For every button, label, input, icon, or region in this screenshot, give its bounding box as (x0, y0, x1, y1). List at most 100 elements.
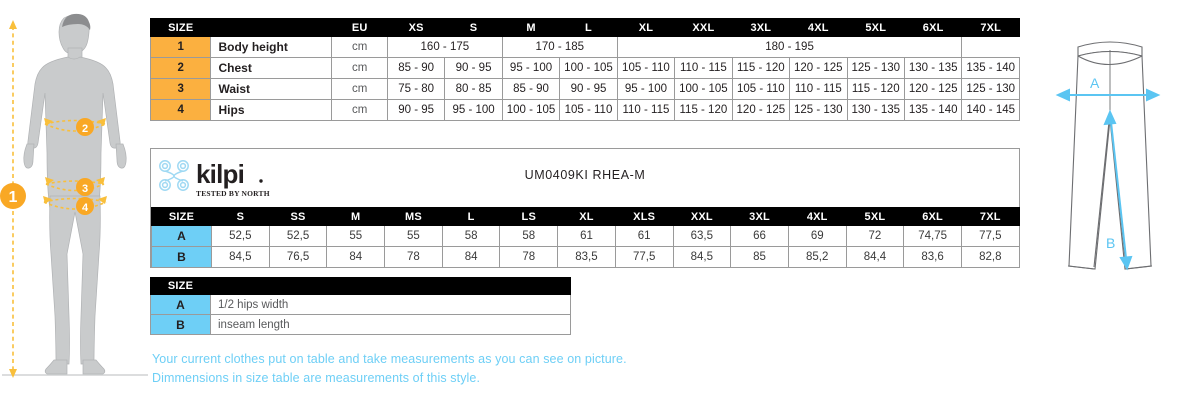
measurement-cell: 69 (787, 225, 847, 247)
table1-col-xl: XL (616, 18, 676, 37)
waist-arrows (45, 177, 105, 185)
measurement-cell: 115 - 120 (674, 99, 733, 121)
measurement-cell: 77,5 (960, 225, 1020, 247)
measurement-cell: 130 - 135 (846, 99, 905, 121)
measurement-cell: 80 - 85 (444, 78, 503, 100)
row-key: A (151, 225, 212, 247)
measurement-cell: 110 - 115 (789, 78, 848, 100)
measurement-cell: 120 - 125 (903, 78, 963, 100)
measurement-cell: 58 (499, 225, 559, 247)
measurement-cell: 110 - 115 (674, 57, 733, 79)
row-number: 4 (149, 99, 212, 121)
measurement-cell: 85,2 (787, 246, 847, 268)
measurement-cell: 82,8 (960, 246, 1020, 268)
row-unit: cm (331, 36, 388, 58)
legend-description: inseam length (210, 314, 571, 335)
table2-col-ls: LS (499, 207, 559, 226)
marker-2: 2 (76, 118, 94, 136)
measurement-cell: 95 - 100 (501, 57, 561, 79)
measurement-cell: 135 - 140 (903, 99, 963, 121)
table-row: 2 Chest cm 85 - 90 90 - 95 95 - 100 100 - 105 1… (149, 57, 1020, 79)
table1-header-row: SIZE EU XS S M L XL XXL 3XL 4XL 5XL 6XL … (149, 18, 1020, 37)
table-row: A 52,5 52,5 55 55 58 58 61 61 63,5 66 69 72 74,75 77,5 (151, 225, 1020, 247)
table-row: 1 Body height cm 160 - 175 170 - 185 180 - 19… (149, 36, 1020, 58)
table2-col-xls: XLS (614, 207, 674, 226)
table1-col-5xl: 5XL (846, 18, 905, 37)
measurement-cell: 115 - 120 (846, 78, 905, 100)
table2-col-4xl: 4XL (787, 207, 847, 226)
product-size-table: SIZE S SS M MS L LS XL XLS XXL 3XL 4XL 5XL 6XL 7XL A 52… (151, 207, 1020, 268)
measurement-cell: 130 - 135 (903, 57, 963, 79)
svg-text:3: 3 (82, 183, 88, 195)
measurement-cell: 55 (326, 225, 386, 247)
table1-col-eu: EU (331, 18, 388, 37)
kilpi-tagline: TESTED BY NORTH (196, 189, 270, 198)
row-unit: cm (331, 78, 388, 100)
product-header: kilpi TESTED BY NORTH UM0409KI RHEA-M (151, 149, 1019, 207)
table2-col-l: L (441, 207, 501, 226)
measurement-cell: 90 - 95 (559, 78, 618, 100)
table1-col-s: S (444, 18, 503, 37)
measurement-cell: 160 - 175 (386, 36, 503, 58)
kilpi-dot (259, 179, 263, 183)
table-row: 4 Hips cm 90 - 95 95 - 100 100 - 105 105 - 110… (149, 99, 1020, 121)
measurement-cell: 55 (384, 225, 443, 247)
measurement-cell: 125 - 130 (846, 57, 905, 79)
measurement-cell: 170 - 185 (501, 36, 618, 58)
row-label: Waist (210, 78, 333, 100)
table2-col-6xl: 6XL (903, 207, 962, 226)
marker-3: 3 (76, 178, 94, 196)
row-number: 3 (149, 78, 212, 100)
kilpi-knot-icon (159, 160, 189, 191)
table1-col-xxl: XXL (674, 18, 733, 37)
marker-1: 1 (0, 183, 26, 209)
measurement-cell: 125 - 130 (961, 78, 1020, 100)
measurement-cell: 61 (557, 225, 616, 247)
measurement-cell: 180 - 195 (616, 36, 963, 58)
row-key: B (151, 246, 212, 268)
measurement-cell: 110 - 115 (616, 99, 676, 121)
measure-b-arrow (1103, 109, 1133, 271)
measurement-cell: 78 (384, 246, 443, 268)
table3-header-row: SIZE (150, 277, 571, 295)
measurement-cell: 52,5 (211, 225, 270, 247)
measurement-cell: 90 - 95 (386, 99, 446, 121)
measurement-cell: 84,4 (845, 246, 905, 268)
table2-col-3xl: 3XL (730, 207, 789, 226)
measurement-cell: 115 - 120 (731, 57, 791, 79)
legend-description: 1/2 hips width (210, 294, 571, 315)
measure-b-label: B (1106, 235, 1115, 251)
pants-measurement-diagram: A B (1055, 41, 1161, 271)
table-row: 3 Waist cm 75 - 80 80 - 85 85 - 90 90 - 95 95 -… (149, 78, 1020, 100)
table2-col-ss: SS (268, 207, 328, 226)
measurement-cell: 84 (441, 246, 501, 268)
table-row: A 1/2 hips width (150, 294, 571, 315)
table2-col-ms: MS (384, 207, 443, 226)
table1-col-xs: XS (386, 18, 446, 37)
table1-col-6xl: 6XL (903, 18, 963, 37)
table1-col-blank (210, 18, 333, 37)
measurement-cell: 100 - 105 (501, 99, 561, 121)
measurement-cell: 74,75 (903, 225, 962, 247)
row-number: 1 (149, 36, 212, 58)
hips-arrows (43, 196, 107, 204)
measurement-notes: Your current clothes put on table and ta… (152, 352, 752, 390)
note-line-2: Dimmensions in size table are measuremen… (152, 371, 481, 385)
measure-a-label: A (1090, 75, 1100, 91)
row-number: 2 (149, 57, 212, 79)
table2-col-xl: XL (557, 207, 616, 226)
measurement-cell: 95 - 100 (444, 99, 503, 121)
measurement-cell: 120 - 125 (731, 99, 791, 121)
table2-col-s: S (211, 207, 270, 226)
row-unit: cm (331, 57, 388, 79)
measurement-cell: 66 (730, 225, 789, 247)
measurement-cell: 63,5 (672, 225, 732, 247)
table1-col-3xl: 3XL (731, 18, 791, 37)
table1-col-m: M (501, 18, 561, 37)
kilpi-wordmark: kilpi (196, 159, 244, 189)
measurement-cell: 61 (614, 225, 674, 247)
note-line-1: Your current clothes put on table and ta… (152, 352, 627, 366)
table3-col-blank (210, 277, 571, 295)
